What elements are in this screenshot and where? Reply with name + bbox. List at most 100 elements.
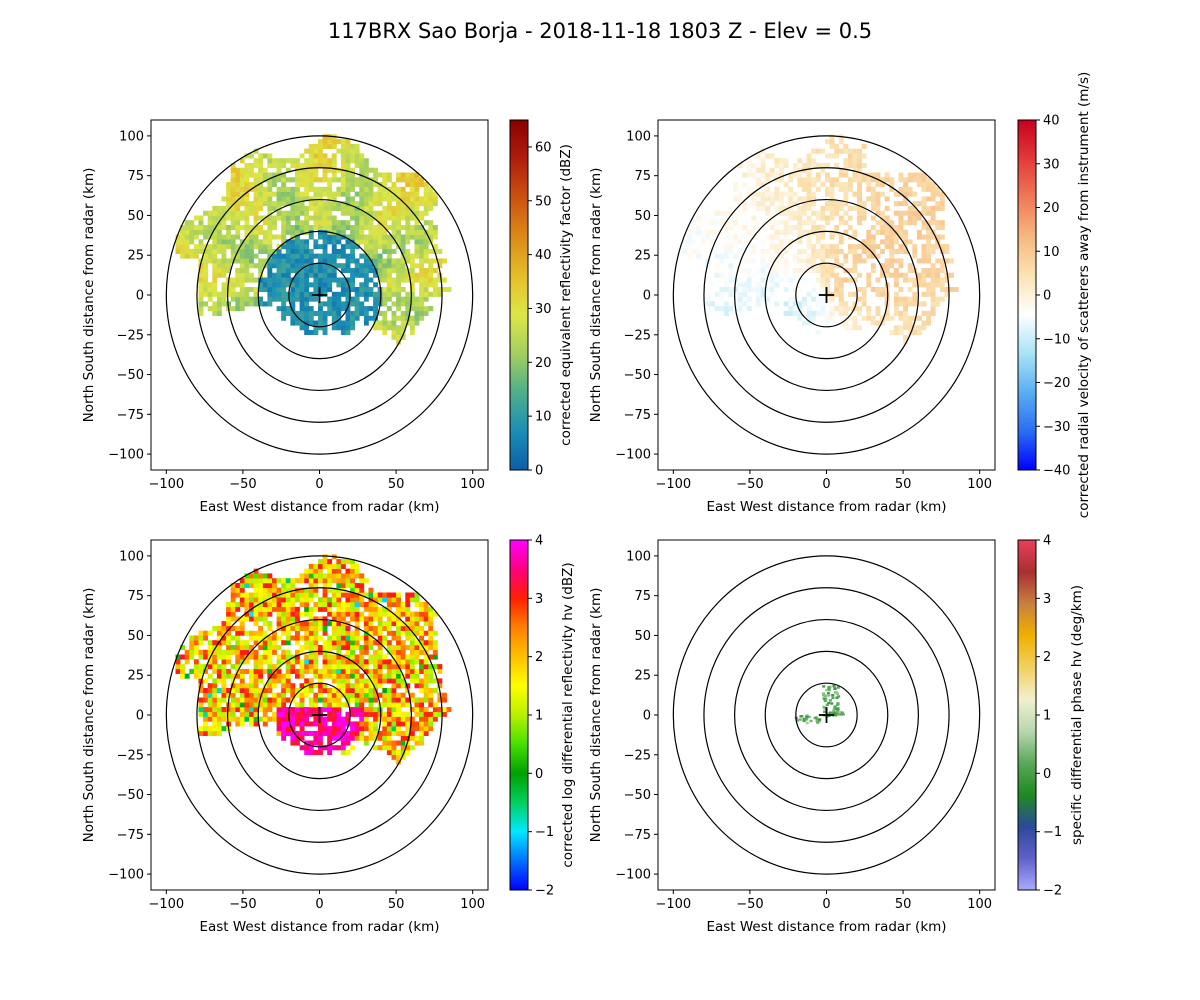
radar-gate	[391, 263, 397, 269]
radar-gate	[354, 697, 360, 703]
x-tick-label: −50	[736, 897, 763, 912]
radar-gate	[792, 225, 798, 231]
radar-gate	[825, 201, 830, 207]
radar-gate	[295, 673, 300, 679]
radar-gate	[313, 735, 319, 741]
radar-gate	[262, 191, 268, 197]
radar-gate	[414, 201, 420, 207]
radar-gate	[212, 640, 218, 646]
y-tick-label: −100	[108, 448, 144, 463]
radar-gate	[939, 268, 945, 274]
radar-gate	[373, 611, 378, 617]
radar-gate	[203, 707, 208, 713]
radar-gate	[391, 229, 397, 235]
radar-gate	[354, 573, 360, 579]
radar-gate	[239, 182, 245, 188]
radar-gate	[769, 253, 775, 259]
radar-gate	[308, 635, 314, 641]
radar-gate	[382, 172, 388, 178]
radar-gate	[308, 721, 314, 727]
radar-gate	[230, 277, 236, 283]
radar-gate	[788, 277, 794, 283]
radar-gate	[322, 163, 328, 169]
radar-gate	[249, 578, 254, 584]
radar-gate	[327, 707, 333, 713]
radar-gate	[327, 611, 333, 617]
radar-gate	[870, 172, 876, 178]
radar-gate	[313, 277, 319, 283]
radar-gate	[313, 649, 319, 655]
y-tick-label: 100	[626, 129, 651, 144]
radar-gate	[340, 726, 346, 732]
radar-gate	[340, 635, 346, 641]
radar-gate	[212, 721, 218, 727]
radar-gate	[203, 635, 208, 641]
radar-gate	[230, 191, 236, 197]
radar-gate	[400, 625, 406, 631]
radar-gate	[304, 296, 310, 302]
radar-gate	[405, 711, 411, 717]
radar-gate	[354, 239, 360, 245]
radar-gate	[340, 330, 346, 336]
radar-gate	[285, 167, 291, 173]
radar-gate	[295, 688, 300, 694]
radar-gate	[898, 244, 904, 250]
radar-gate	[912, 205, 918, 211]
radar-gate	[400, 330, 406, 336]
radar-gate	[290, 721, 296, 727]
radar-gate	[304, 282, 310, 288]
radar-gate	[235, 659, 241, 665]
radar-gate	[327, 301, 333, 307]
radar-gate	[345, 649, 351, 655]
radar-gate	[235, 640, 241, 646]
radar-gate	[930, 296, 936, 302]
radar-gate	[276, 597, 282, 603]
radar-gate	[728, 215, 734, 221]
radar-gate	[903, 306, 908, 312]
radar-gate	[359, 678, 365, 684]
radar-gate	[419, 711, 424, 717]
radar-gate	[281, 239, 287, 245]
radar-gate	[400, 630, 406, 636]
radar-gate	[272, 234, 277, 240]
radar-gate	[313, 645, 319, 651]
radar-gate	[281, 625, 287, 631]
radar-gate	[875, 244, 881, 250]
x-tick-label: −100	[655, 897, 691, 912]
radar-gate	[396, 263, 401, 269]
radar-gate	[327, 167, 333, 173]
radar-gate	[193, 664, 199, 670]
radar-gate	[935, 301, 941, 307]
radar-gate	[253, 707, 259, 713]
radar-gate	[774, 158, 780, 164]
radar-gate	[318, 563, 323, 569]
radar-gate	[829, 310, 835, 316]
radar-gate	[235, 177, 241, 183]
radar-gate	[829, 153, 835, 159]
radar-gate	[221, 248, 227, 254]
radar-gate	[682, 234, 688, 240]
radar-gate	[737, 191, 743, 197]
radar-gate	[843, 253, 849, 259]
radar-gate	[235, 282, 241, 288]
radar-gate	[331, 229, 337, 235]
radar-gate	[258, 163, 264, 169]
radar-gate	[295, 659, 300, 665]
radar-gate	[295, 163, 300, 169]
radar-gate	[382, 229, 388, 235]
radar-gate	[386, 248, 392, 254]
radar-gate	[281, 630, 287, 636]
radar-gate	[409, 263, 415, 269]
radar-gate	[281, 287, 287, 293]
radar-gate	[331, 310, 337, 316]
radar-gate	[304, 707, 310, 713]
radar-gate	[916, 258, 922, 264]
radar-gate	[714, 229, 720, 235]
radar-gate	[409, 621, 415, 627]
radar-gate	[299, 272, 305, 278]
radar-gate	[815, 277, 821, 283]
radar-gate	[354, 654, 360, 660]
radar-gate	[705, 253, 711, 259]
radar-gate	[226, 625, 231, 631]
radar-gate	[825, 153, 830, 159]
